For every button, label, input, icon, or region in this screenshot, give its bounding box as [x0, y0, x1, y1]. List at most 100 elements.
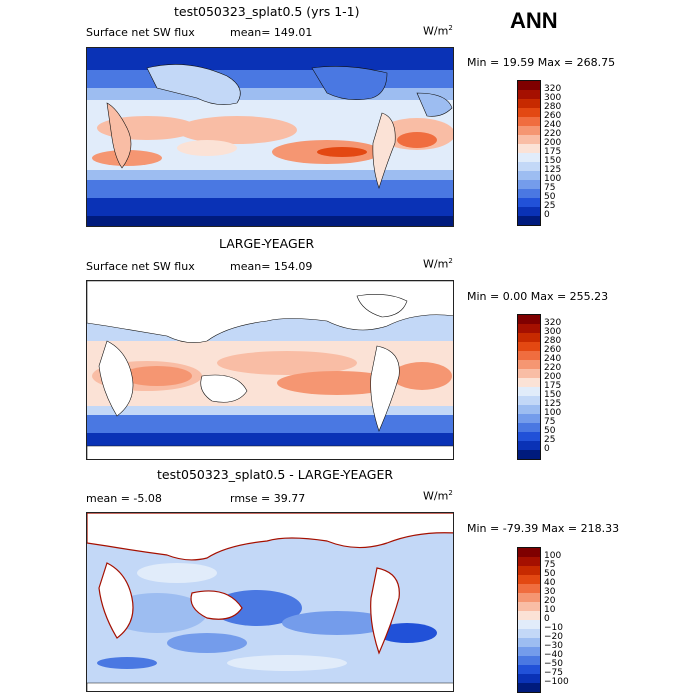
panel3-colorbar-swatch	[518, 656, 540, 665]
panel2-units: W/m2	[423, 257, 453, 271]
panel1-colorbar-tick: 50	[544, 192, 556, 202]
panel3-colorbar-swatch	[518, 557, 540, 566]
panel1-units: W/m2	[423, 24, 453, 38]
panel2-colorbar-tick: 300	[544, 327, 562, 337]
panel1-colorbar-swatch	[518, 90, 540, 99]
panel3-colorbar-swatch	[518, 629, 540, 638]
panel2-colorbar-swatch	[518, 333, 540, 342]
panel3-colorbar-tick: 75	[544, 560, 556, 570]
panel3-colorbar-tick: 40	[544, 578, 556, 588]
panel1-colorbar-swatch	[518, 198, 540, 207]
panel1-colorbar-tick: 280	[544, 102, 562, 112]
panel2-colorbar-swatch	[518, 324, 540, 333]
panel2-colorbar-tick: 320	[544, 318, 562, 328]
panel1-colorbar	[517, 80, 541, 226]
panel1-colorbar-tick: 300	[544, 93, 562, 103]
panel3-colorbar-swatch	[518, 683, 540, 692]
panel2-colorbar-swatch	[518, 432, 540, 441]
panel3-colorbar	[517, 547, 541, 693]
panel2-colorbar-swatch	[518, 360, 540, 369]
panel1-colorbar-swatch	[518, 171, 540, 180]
panel2-colorbar-swatch	[518, 342, 540, 351]
panel3-colorbar-tick: −30	[544, 641, 563, 651]
panel1-colorbar-tick: 260	[544, 111, 562, 121]
panel2-minmax: Min = 0.00 Max = 255.23	[467, 290, 609, 303]
panel1-colorbar-swatch	[518, 216, 540, 225]
panel2-colorbar-tick: 280	[544, 336, 562, 346]
panel1-colorbar-tick: 0	[544, 210, 550, 220]
panel3-colorbar-tick: 20	[544, 596, 556, 606]
panel3-colorbar-swatch	[518, 674, 540, 683]
panel1-colorbar-swatch	[518, 99, 540, 108]
panel1-colorbar-tick: 150	[544, 156, 562, 166]
panel1-colorbar-tick: 200	[544, 138, 562, 148]
panel2-colorbar-tick: 240	[544, 354, 562, 364]
panel2-title: LARGE-YEAGER	[219, 236, 315, 251]
panel3-colorbar-tick: 100	[544, 551, 562, 561]
panel1-colorbar-swatch	[518, 162, 540, 171]
panel2-colorbar-swatch	[518, 378, 540, 387]
panel2-map	[86, 280, 454, 460]
panel3-map	[86, 512, 454, 692]
panel2-variable: Surface net SW flux	[86, 260, 195, 273]
panel1-colorbar-tick: 240	[544, 120, 562, 130]
panel3-units: W/m2	[423, 489, 453, 503]
panel3-rmse: rmse = 39.77	[230, 492, 306, 505]
panel3-minmax: Min = -79.39 Max = 218.33	[467, 522, 620, 535]
panel3-colorbar-swatch	[518, 584, 540, 593]
panel2-colorbar	[517, 314, 541, 460]
panel1-colorbar-tick: 75	[544, 183, 556, 193]
season-label: ANN	[510, 8, 558, 33]
panel1-colorbar-swatch	[518, 135, 540, 144]
panel3-colorbar-swatch	[518, 593, 540, 602]
panel3-colorbar-tick: −75	[544, 668, 563, 678]
panel1-colorbar-swatch	[518, 126, 540, 135]
panel2-colorbar-swatch	[518, 396, 540, 405]
panel1-map	[86, 47, 454, 227]
panel1-colorbar-swatch	[518, 180, 540, 189]
panel2-colorbar-swatch	[518, 423, 540, 432]
panel2-colorbar-tick: 260	[544, 345, 562, 355]
panel1-colorbar-swatch	[518, 81, 540, 90]
panel2-colorbar-tick: 150	[544, 390, 562, 400]
panel1-colorbar-tick: 100	[544, 174, 562, 184]
panel2-colorbar-swatch	[518, 387, 540, 396]
panel2-colorbar-tick: 220	[544, 363, 562, 373]
panel1-colorbar-swatch	[518, 108, 540, 117]
panel1-colorbar-swatch	[518, 189, 540, 198]
panel2-colorbar-swatch	[518, 405, 540, 414]
panel3-title: test050323_splat0.5 - LARGE-YEAGER	[157, 467, 394, 482]
panel3-colorbar-tick: −10	[544, 623, 563, 633]
panel2-colorbar-tick: 50	[544, 426, 556, 436]
panel2-colorbar-tick: 125	[544, 399, 562, 409]
panel1-colorbar-tick: 175	[544, 147, 562, 157]
panel3-colorbar-swatch	[518, 548, 540, 557]
panel3-colorbar-tick: 0	[544, 614, 550, 624]
panel2-colorbar-tick: 25	[544, 435, 556, 445]
panel2-colorbar-swatch	[518, 369, 540, 378]
panel3-colorbar-swatch	[518, 620, 540, 629]
panel2-colorbar-swatch	[518, 351, 540, 360]
panel3-colorbar-swatch	[518, 566, 540, 575]
panel2-colorbar-swatch	[518, 450, 540, 459]
panel1-title: test050323_splat0.5 (yrs 1-1)	[174, 4, 360, 19]
panel1-colorbar-tick: 220	[544, 129, 562, 139]
panel2-colorbar-tick: 75	[544, 417, 556, 427]
panel3-colorbar-tick: 50	[544, 569, 556, 579]
panel3-colorbar-swatch	[518, 575, 540, 584]
panel1-colorbar-swatch	[518, 144, 540, 153]
panel2-colorbar-swatch	[518, 441, 540, 450]
panel3-colorbar-swatch	[518, 611, 540, 620]
panel2-colorbar-tick: 100	[544, 408, 562, 418]
panel2-mean: mean= 154.09	[230, 260, 313, 273]
panel3-colorbar-tick: −20	[544, 632, 563, 642]
panel1-colorbar-swatch	[518, 207, 540, 216]
panel3-colorbar-swatch	[518, 638, 540, 647]
panel1-mean: mean= 149.01	[230, 26, 313, 39]
panel1-colorbar-swatch	[518, 117, 540, 126]
panel2-colorbar-tick: 0	[544, 444, 550, 454]
panel3-colorbar-tick: 30	[544, 587, 556, 597]
panel1-variable: Surface net SW flux	[86, 26, 195, 39]
panel1-colorbar-tick: 25	[544, 201, 556, 211]
panel3-colorbar-swatch	[518, 665, 540, 674]
